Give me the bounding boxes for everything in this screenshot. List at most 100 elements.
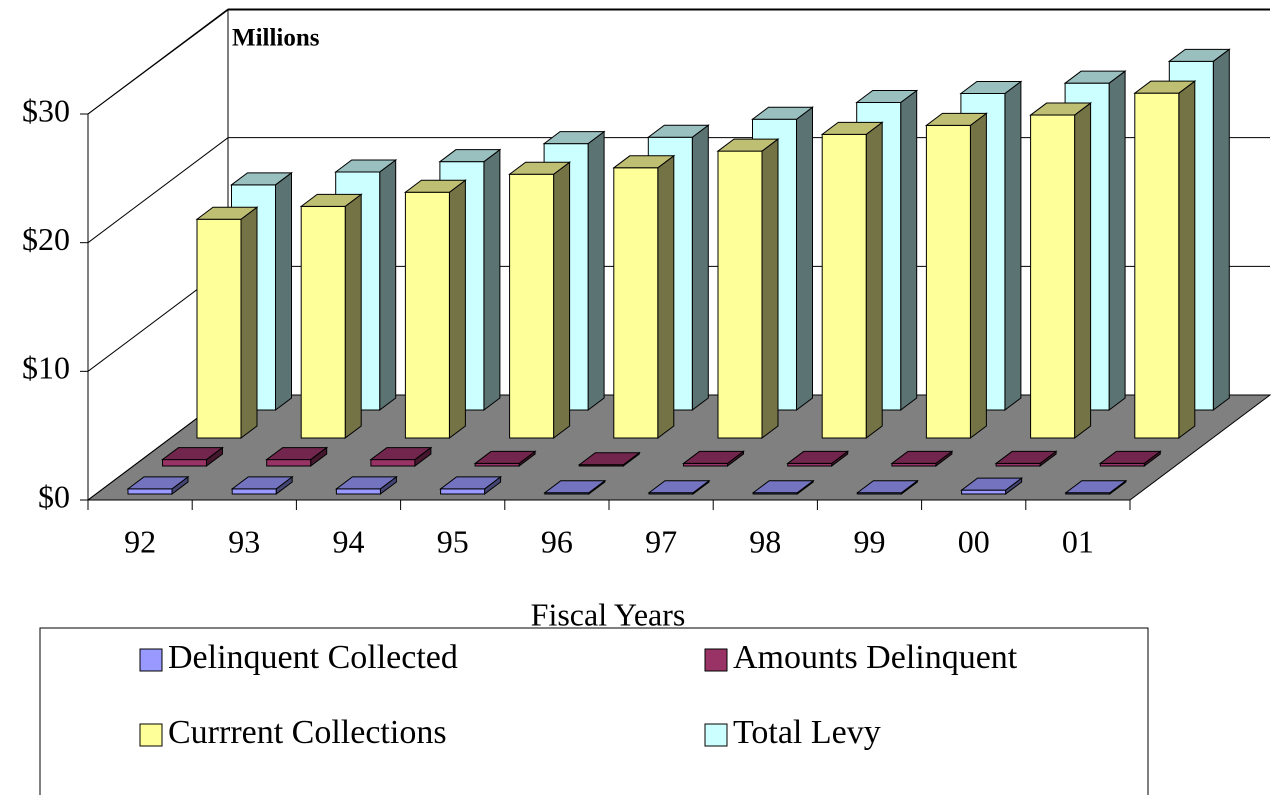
bar (370, 459, 416, 467)
bar-top (369, 447, 433, 461)
bar-side (240, 206, 258, 439)
bar-top (334, 159, 398, 173)
bar-top (265, 447, 329, 461)
bar-side (1074, 102, 1092, 439)
bar-top (820, 121, 884, 135)
bar (509, 173, 555, 439)
bar (196, 218, 242, 439)
bar-top (855, 480, 919, 494)
bar-side (1004, 80, 1022, 411)
x-tick-label: 00 (958, 523, 990, 559)
bar-top (161, 447, 224, 461)
bar (1134, 92, 1180, 439)
bar-side (553, 161, 571, 439)
bar-top (577, 452, 641, 466)
bar (404, 191, 450, 439)
x-tick-label: 93 (228, 523, 260, 559)
legend-label: Total Levy (733, 714, 881, 751)
grid-line (87, 8, 229, 115)
x-tick-label: 01 (1062, 523, 1094, 559)
bar-top (543, 480, 607, 494)
bar-side (1178, 80, 1196, 439)
legend-label: Amounts Delinquent (733, 639, 1018, 676)
bar-side (865, 121, 883, 439)
bar-top (1064, 480, 1128, 494)
bar (1030, 114, 1076, 439)
bar-top (994, 450, 1058, 464)
bar-top (716, 138, 780, 152)
bar-top (924, 112, 988, 126)
legend (39, 627, 1149, 795)
bar-top (508, 161, 572, 175)
bar-top (1167, 48, 1231, 62)
bar (266, 459, 312, 467)
bar-top (1063, 70, 1127, 84)
bar (162, 459, 207, 467)
bar-top (855, 89, 919, 103)
x-tick-label: 96 (541, 523, 573, 559)
bar-top (439, 476, 503, 490)
x-axis-title: Fiscal Years (531, 596, 686, 632)
x-tick-label: 97 (645, 523, 677, 559)
bar-top (960, 477, 1024, 491)
bar (613, 167, 659, 439)
bar-side (691, 124, 709, 411)
bar-top (542, 131, 606, 145)
bar-side (448, 179, 466, 439)
bar-top (299, 193, 363, 207)
x-tick-label: 99 (854, 523, 886, 559)
bar-top (890, 450, 954, 464)
bar-top (612, 155, 676, 169)
x-tick-label: 98 (749, 523, 781, 559)
annotation: Millions (232, 25, 320, 52)
bar-top (647, 480, 711, 494)
legend-swatch (139, 723, 163, 747)
legend-swatch (139, 648, 163, 672)
bar-side (969, 112, 987, 439)
x-tick-label: 94 (333, 523, 365, 559)
legend-swatch (704, 723, 728, 747)
bar (335, 488, 381, 495)
bar (231, 488, 277, 495)
bar-top (473, 450, 537, 464)
bar (440, 488, 486, 495)
bar (717, 150, 763, 439)
bar (925, 124, 971, 439)
bar-top (751, 106, 814, 120)
legend-label: Currrent Collections (168, 714, 447, 751)
bar (821, 133, 867, 439)
bar (961, 489, 1007, 495)
x-tick-label: 95 (437, 523, 469, 559)
bar-side (1212, 48, 1230, 411)
bar-top (959, 80, 1023, 94)
bar-side (1108, 70, 1126, 411)
bar-side (657, 154, 675, 439)
bar-top (751, 480, 815, 494)
legend-swatch (704, 648, 728, 672)
bar (127, 488, 173, 495)
bar-side (900, 89, 918, 411)
bar-top (646, 124, 710, 138)
bar-top (1098, 450, 1162, 464)
y-tick-label: $10 (22, 350, 70, 386)
bar-top (1133, 80, 1197, 94)
bar-top (334, 476, 398, 490)
bar-top (403, 179, 467, 193)
bar (300, 205, 346, 439)
grid-line (87, 137, 229, 244)
bar-top (126, 476, 190, 490)
x-tick-label: 92 (124, 523, 156, 559)
bar-top (230, 476, 294, 490)
bar-top (682, 450, 745, 464)
y-tick-label: $30 (22, 92, 70, 128)
bar-side (379, 158, 397, 411)
bar-side (796, 106, 813, 411)
bar-side (483, 148, 501, 411)
bar-side (344, 193, 362, 439)
bar-side (587, 130, 605, 411)
bar-side (275, 171, 292, 411)
bar-top (230, 172, 293, 186)
bar-top (438, 149, 502, 163)
bar-top (195, 206, 259, 220)
